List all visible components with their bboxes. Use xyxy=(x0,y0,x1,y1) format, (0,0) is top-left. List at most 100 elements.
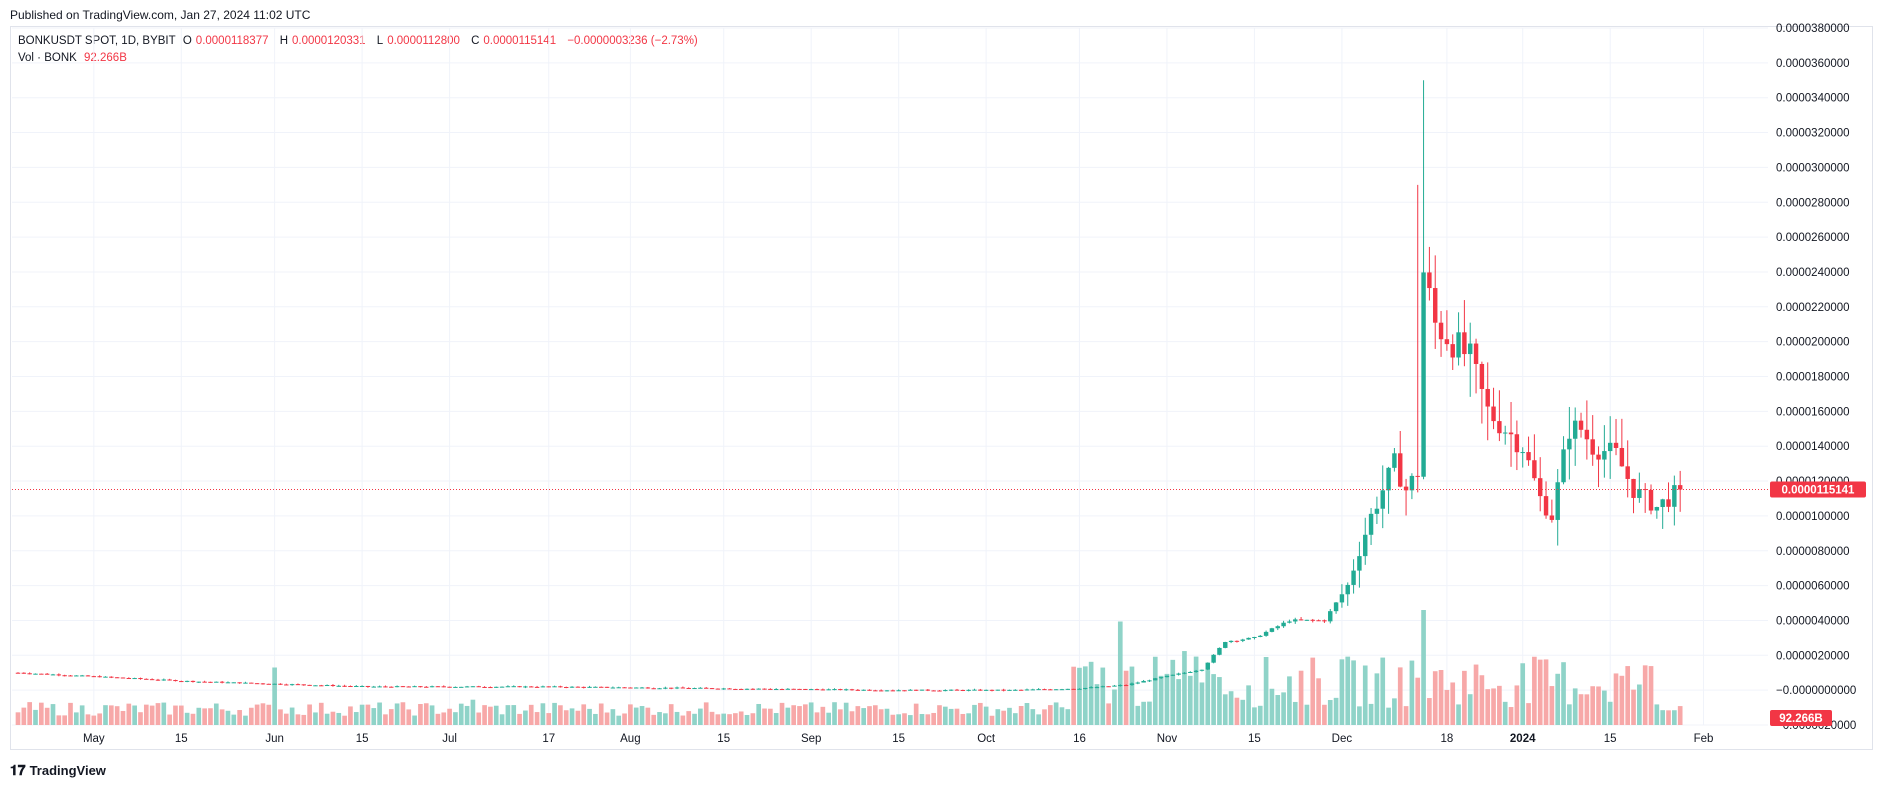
volume-bar xyxy=(1327,700,1333,725)
symbol-label[interactable]: BONKUSDT SPOT, 1D, BYBIT xyxy=(18,35,176,47)
candle-body xyxy=(1333,602,1339,612)
candle-body xyxy=(196,681,202,683)
volume-bar xyxy=(243,715,248,725)
y-tick-label: 0.0000140000 xyxy=(1776,441,1850,453)
volume-bar xyxy=(750,713,756,725)
volume-bar xyxy=(546,713,552,725)
volume-bar xyxy=(79,705,85,725)
volume-bar xyxy=(120,710,126,725)
last-price-badge xyxy=(1770,481,1866,498)
candle-body xyxy=(1567,438,1572,450)
candle-body xyxy=(1141,680,1146,683)
volume-bar xyxy=(1152,656,1158,725)
candle-body xyxy=(74,675,79,677)
candle-body xyxy=(1065,688,1071,690)
volume-bar xyxy=(1053,702,1059,725)
candle-body xyxy=(1153,678,1158,681)
candle-body xyxy=(896,690,901,692)
candle-body xyxy=(534,686,540,688)
volume-bar xyxy=(563,710,569,725)
ohlc-legend: BONKUSDT SPOT, 1D, BYBIT O 0.0000118377 H… xyxy=(18,35,702,47)
volume-bar xyxy=(1012,713,1018,725)
volume-bar xyxy=(954,708,960,725)
candle-body xyxy=(762,688,767,690)
candle-body xyxy=(260,683,266,685)
candle-body xyxy=(919,689,925,691)
candle-body xyxy=(1590,439,1595,455)
volume-bar xyxy=(1596,686,1601,725)
candle-body xyxy=(1281,622,1286,627)
volume-bar xyxy=(1532,656,1537,725)
high-label: H 0.0000120331 xyxy=(279,35,366,47)
candle-body xyxy=(389,686,394,688)
volume-bar xyxy=(1625,666,1631,725)
candle-body xyxy=(1473,343,1479,364)
candle-body xyxy=(1578,420,1584,430)
candle-body xyxy=(733,688,738,690)
candle-body xyxy=(511,686,516,688)
candle-body xyxy=(505,686,511,688)
volume-bar xyxy=(1462,670,1467,725)
volume-bar xyxy=(1427,698,1432,725)
volume-bar xyxy=(307,704,312,725)
volume-bar xyxy=(1438,670,1444,725)
volume-bar xyxy=(225,710,231,725)
candle-body xyxy=(593,686,598,688)
candle-body xyxy=(482,686,487,688)
volume-bar xyxy=(803,704,808,725)
y-tick-label: 0.0000200000 xyxy=(1776,337,1850,349)
candle-body xyxy=(85,675,91,677)
volume-bar xyxy=(878,709,884,725)
volume-bar xyxy=(983,706,989,725)
volume-bar xyxy=(937,705,942,725)
volume-bar xyxy=(202,708,207,725)
candle-body xyxy=(1042,689,1047,691)
volume-bar xyxy=(388,709,394,725)
volume-bar xyxy=(657,712,662,725)
x-tick-label: Jun xyxy=(265,733,284,745)
candle-body xyxy=(639,687,645,689)
volume-bar xyxy=(832,702,837,725)
volume-bar xyxy=(1292,701,1298,725)
volume-bar xyxy=(1316,678,1321,725)
candle-body xyxy=(254,683,260,685)
candle-body xyxy=(1619,447,1625,467)
x-tick-label: 15 xyxy=(1248,733,1261,745)
candle-body xyxy=(954,689,960,691)
candle-body xyxy=(1322,620,1327,622)
candle-body xyxy=(1427,272,1432,289)
candle-body xyxy=(377,686,382,688)
candle-body xyxy=(447,686,452,688)
volume-bar xyxy=(1567,704,1572,725)
volume-bar xyxy=(318,702,324,725)
volume-bar xyxy=(1497,685,1502,725)
volume-bar xyxy=(1281,692,1286,725)
volume-bar xyxy=(208,708,213,725)
volume-bar xyxy=(1082,666,1088,725)
candle-body xyxy=(1357,556,1362,571)
volume-bar xyxy=(1193,656,1199,725)
volume-bar xyxy=(1450,682,1456,725)
candle-body xyxy=(365,685,371,687)
candle-body xyxy=(1275,626,1280,629)
volume-bar xyxy=(1269,688,1275,725)
volume-bar xyxy=(1252,707,1257,725)
volume-label[interactable]: Vol · BONK xyxy=(18,52,77,64)
volume-bar xyxy=(738,711,744,725)
candle-body xyxy=(878,690,884,692)
volume-bar xyxy=(138,712,143,725)
candle-body xyxy=(476,686,481,688)
candle-body xyxy=(861,689,866,691)
x-tick-label: Jul xyxy=(442,733,457,745)
volume-bar xyxy=(21,707,27,725)
footer-brand[interactable]: 𝟏𝟕 TradingView xyxy=(10,762,106,779)
last-volume-badge xyxy=(1770,710,1832,726)
candle-body xyxy=(989,689,995,691)
volume-bar xyxy=(907,715,913,725)
volume-bar xyxy=(353,712,359,725)
candle-body xyxy=(645,687,651,689)
volume-bar xyxy=(1555,673,1561,725)
candle-body xyxy=(1287,621,1292,623)
candle-body xyxy=(44,673,50,675)
